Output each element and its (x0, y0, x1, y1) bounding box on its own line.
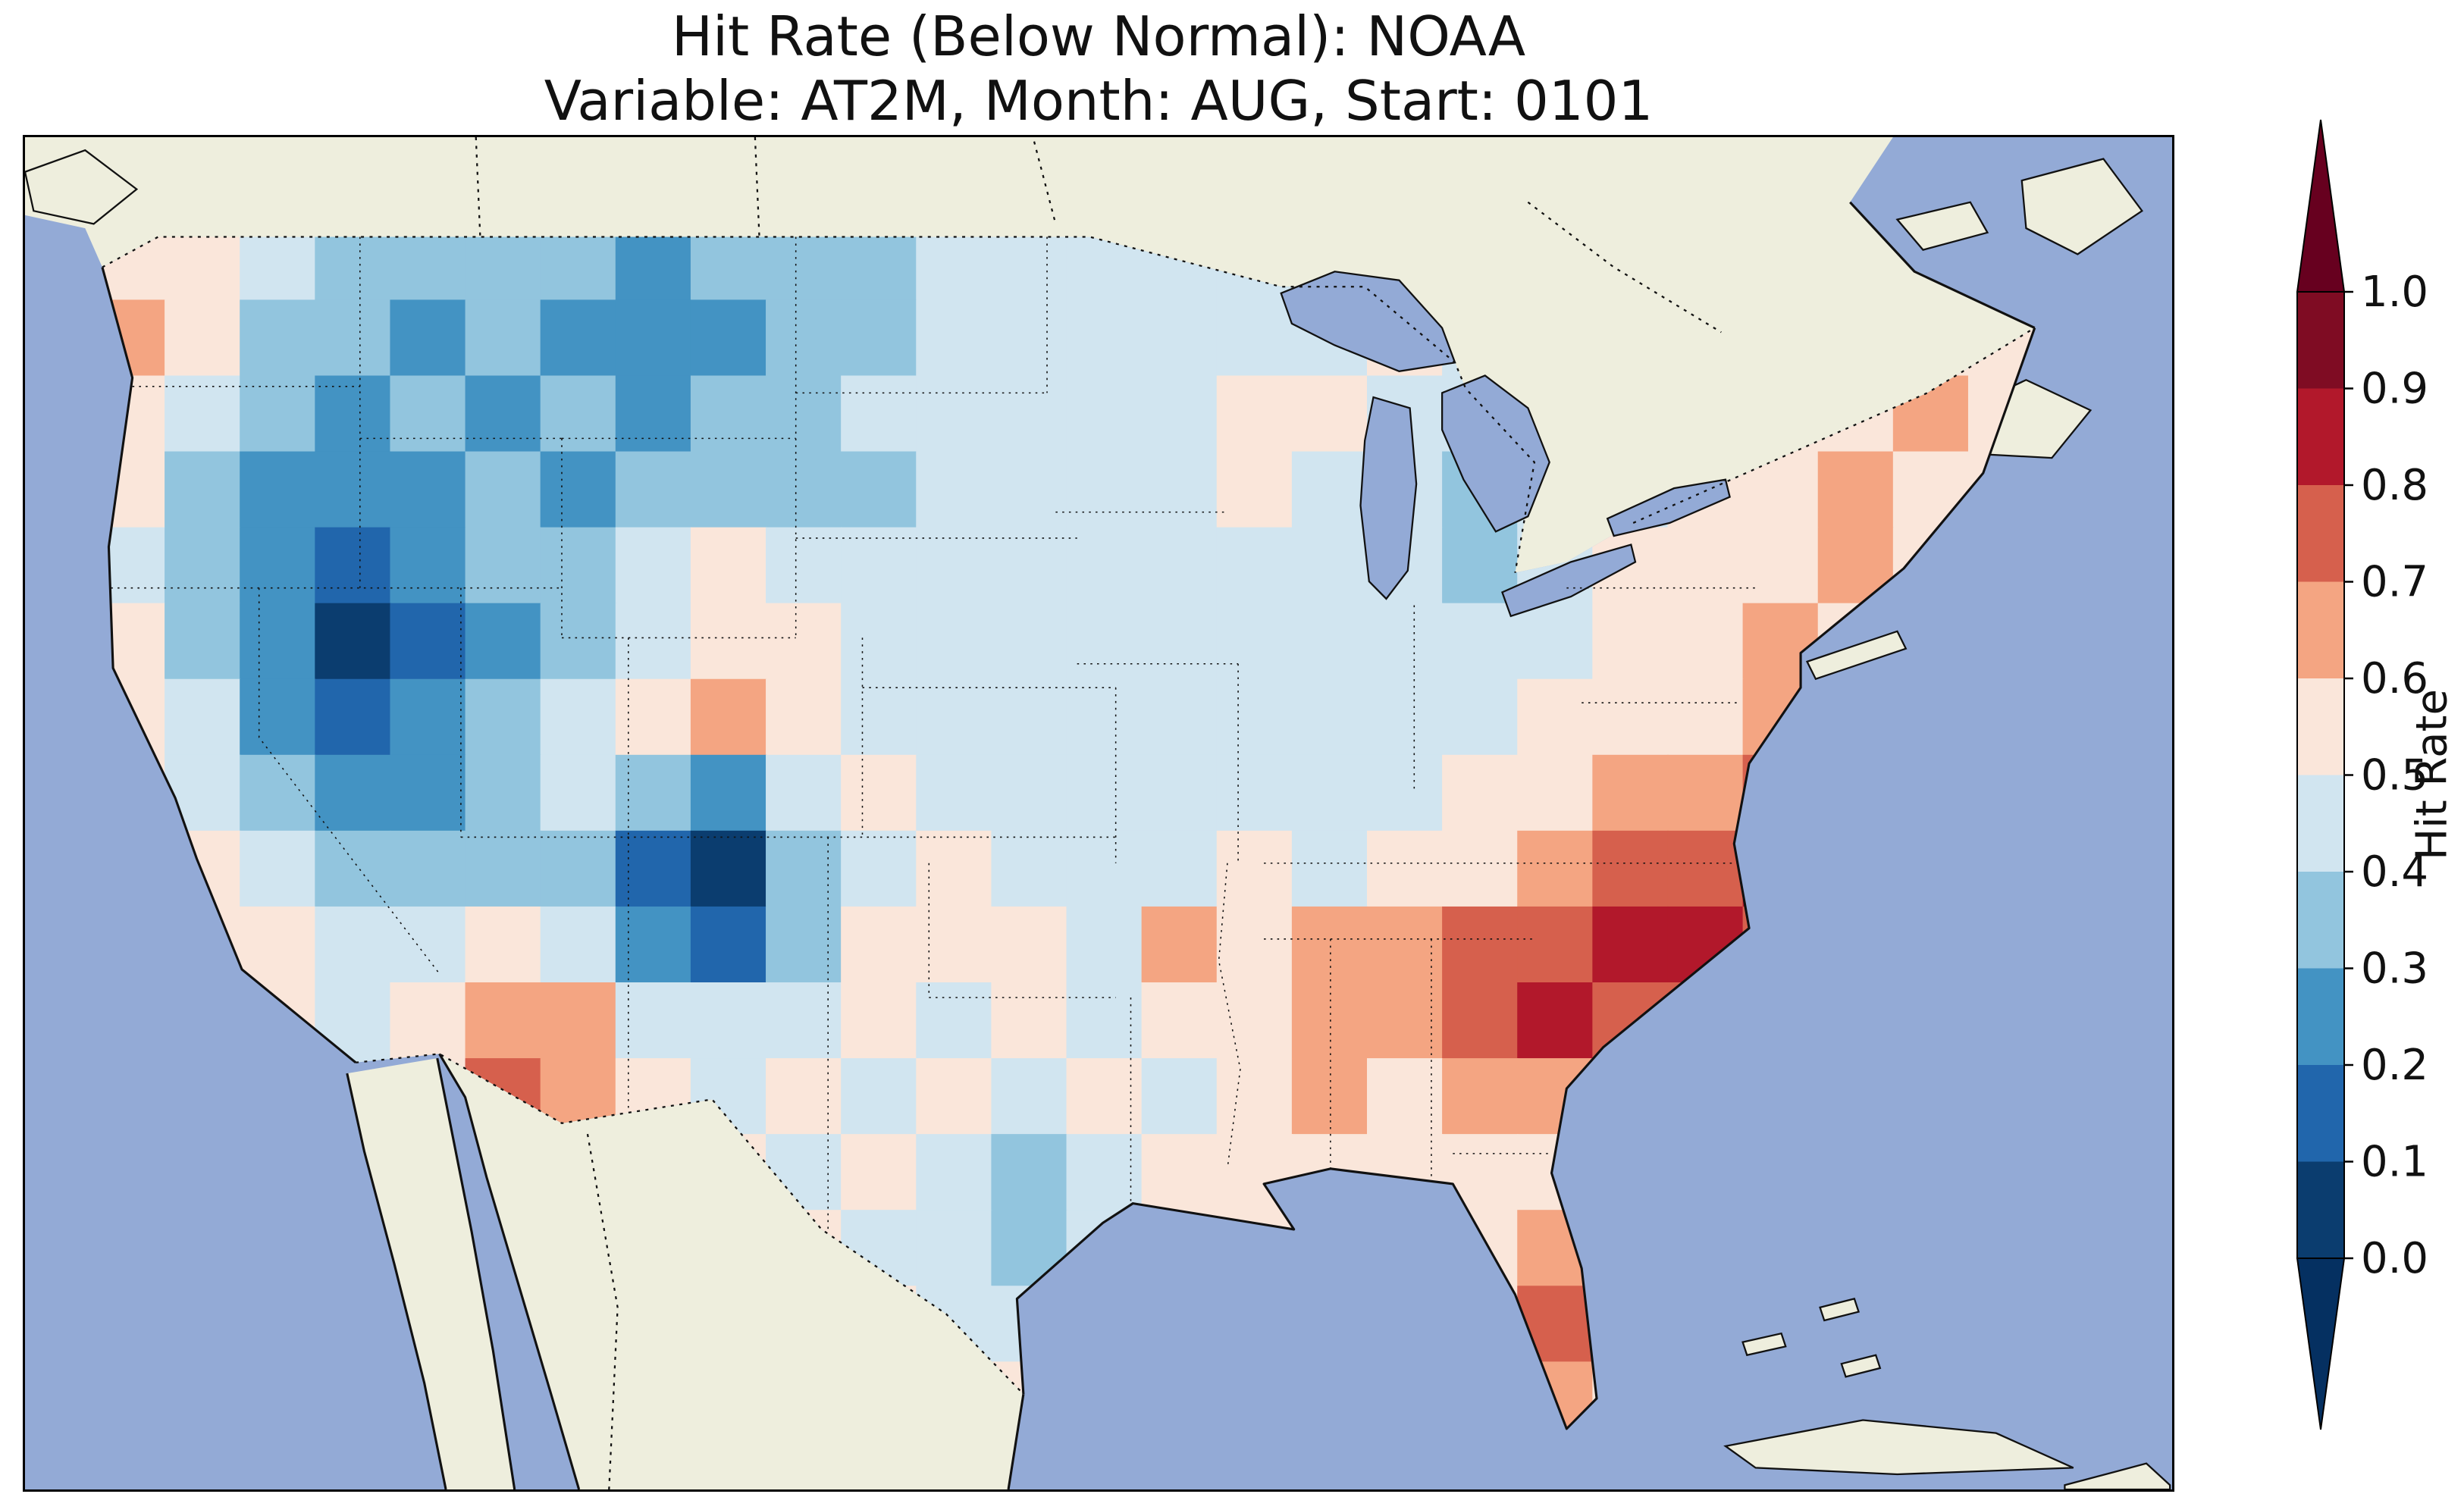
colorbar-tick-label: 0.7 (2361, 558, 2428, 607)
colorbar-tick-label: 0.0 (2361, 1234, 2428, 1283)
colorbar-tick-label: 0.1 (2361, 1138, 2428, 1187)
colorbar-tick-label: 0.8 (2361, 461, 2428, 510)
colorbar: 1.0 0.9 0.8 0.7 0.6 0.5 0.4 0.3 0.2 0.1 0.0 (2282, 114, 2460, 1448)
colorbar-segment (2297, 1161, 2344, 1259)
colorbar-segment (2297, 678, 2344, 775)
chart-title: Hit Rate (Below Normal): NOAA Variable: … (23, 5, 2174, 133)
colorbar-segment (2297, 775, 2344, 872)
colorbar-tick-label: 0.4 (2361, 847, 2428, 897)
colorbar-tick-label: 0.9 (2361, 365, 2428, 414)
colorbar-svg: 1.0 0.9 0.8 0.7 0.6 0.5 0.4 0.3 0.2 0.1 0.0 (2296, 119, 2428, 1430)
colorbar-segment (2297, 485, 2344, 582)
colorbar-over-arrow (2296, 119, 2346, 293)
colorbar-segment (2297, 581, 2344, 679)
chart-title-line1: Hit Rate (Below Normal): NOAA (671, 5, 1526, 68)
colorbar-tick-label: 1.0 (2361, 268, 2428, 317)
state-borders (111, 236, 1756, 1229)
colorbar-segment (2297, 968, 2344, 1066)
colorbar-segment (2297, 292, 2344, 389)
colorbar-label: Hit Rate (2407, 689, 2457, 860)
chart-title-line2: Variable: AT2M, Month: AUG, Start: 0101 (544, 68, 1654, 133)
colorbar-segment (2297, 872, 2344, 969)
colorbar-under-arrow (2296, 1258, 2346, 1430)
colorbar-tick-label: 0.5 (2361, 751, 2428, 800)
colorbar-segment (2297, 1065, 2344, 1162)
colorbar-tick-label: 0.6 (2361, 654, 2428, 703)
coastlines (101, 201, 2036, 1489)
great-lakes (1280, 271, 1731, 618)
us-map-svg (25, 137, 2172, 1489)
international-borders (102, 137, 2036, 1489)
map-panel (23, 135, 2174, 1492)
colorbar-tick-label: 0.2 (2361, 1041, 2428, 1090)
colorbar-segment (2297, 388, 2344, 486)
colorbar-tick-label: 0.3 (2361, 944, 2428, 994)
